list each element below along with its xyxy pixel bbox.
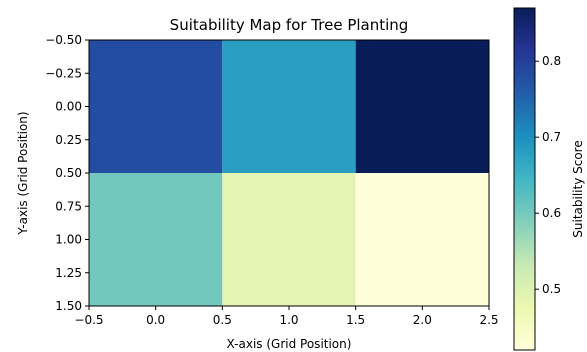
- x-tick-label: 0.5: [213, 313, 232, 327]
- heatmap-cell: [222, 173, 356, 306]
- colorbar-tick-label: 0.7: [542, 130, 561, 144]
- heatmap-cell: [89, 173, 223, 306]
- colorbar-title: Suitability Score: [571, 140, 585, 237]
- colorbar: [513, 7, 536, 351]
- colorbar-tick-label: 0.5: [542, 282, 561, 296]
- y-tick-label: 0.00: [55, 100, 82, 114]
- x-axis-title: X-axis (Grid Position): [227, 337, 352, 351]
- chart-title: Suitability Map for Tree Planting: [170, 16, 409, 34]
- x-tick-label: −0.5: [74, 313, 103, 327]
- y-tick-label: −0.50: [45, 33, 82, 47]
- colorbar-tick-label: 0.6: [542, 206, 561, 220]
- x-axis-ticks: −0.5 0.0 0.5 1.0 1.5 2.0 2.5: [74, 306, 499, 327]
- colorbar-tick-label: 0.8: [542, 54, 561, 68]
- x-tick-label: 0.0: [146, 313, 165, 327]
- colorbar-ticks: 0.5 0.6 0.7 0.8: [535, 54, 561, 296]
- y-axis-title: Y-axis (Grid Position): [16, 111, 30, 235]
- x-tick-label: 2.0: [413, 313, 432, 327]
- x-tick-label: 1.5: [346, 313, 365, 327]
- heatmap-cell: [355, 40, 489, 173]
- y-tick-label: 0.75: [55, 199, 82, 213]
- x-tick-label: 2.5: [479, 313, 498, 327]
- y-tick-label: −0.25: [45, 66, 82, 80]
- y-tick-label: 1.00: [55, 233, 82, 247]
- heatmap-cell: [222, 40, 356, 173]
- y-tick-label: 1.50: [55, 299, 82, 313]
- heatmap-cell: [355, 173, 489, 306]
- heatmap-cells: [89, 40, 489, 306]
- y-axis-ticks: −0.50 −0.25 0.00 0.25 0.50 0.75 1.00 1.25 1.50: [45, 33, 89, 313]
- y-tick-label: 1.25: [55, 266, 82, 280]
- y-tick-label: 0.25: [55, 133, 82, 147]
- y-tick-label: 0.50: [55, 166, 82, 180]
- heatmap-cell: [89, 40, 223, 173]
- x-tick-label: 1.0: [279, 313, 298, 327]
